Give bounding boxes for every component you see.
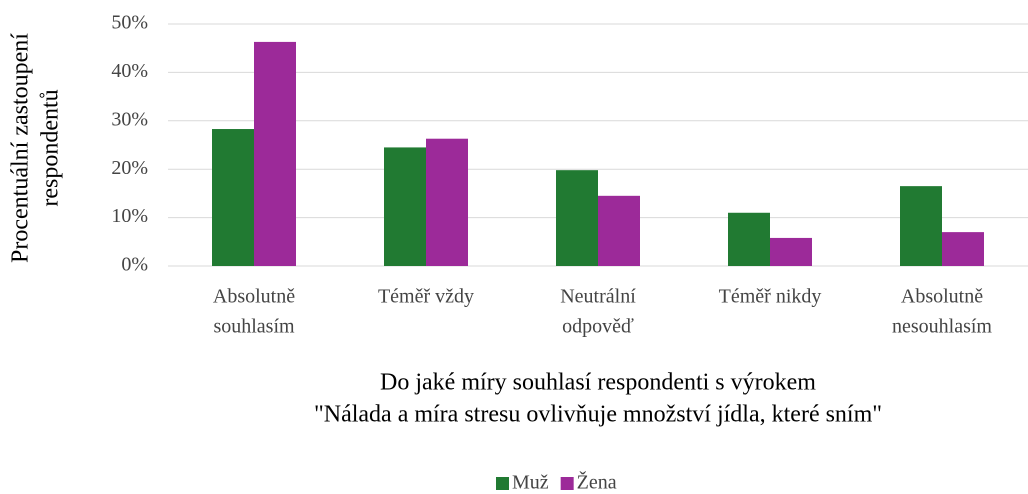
x-tick-label: Absolutně [213,286,295,308]
x-tick-label: odpověď [562,316,634,338]
x-tick-label: Téměř nikdy [719,286,822,308]
x-tick-label: Téměř vždy [378,286,474,308]
x-tick-label: Neutrální [560,286,636,308]
legend-label: Žena [577,471,617,494]
legend-swatch [496,477,509,490]
y-tick-label: 50% [111,12,148,34]
y-tick-label: 0% [121,254,148,276]
y-axis-title: respondentů [38,89,64,206]
bar [598,195,640,266]
bar [728,212,770,266]
x-tick-label: nesouhlasím [892,316,992,338]
bar [254,41,296,266]
bar [426,138,468,266]
bar [942,232,984,266]
y-tick-label: 40% [111,60,148,82]
x-tick-label: Absolutně [901,286,983,308]
bar [770,237,812,266]
y-tick-label: 10% [111,205,148,227]
bar [900,186,942,266]
x-axis-title: Do jaké míry souhlasí respondenti s výro… [380,370,816,396]
y-tick-label: 20% [111,157,148,179]
legend-swatch [560,477,574,490]
bar [556,170,598,266]
legend-label: Muž [512,472,549,494]
bar [212,129,254,266]
y-tick-label: 30% [111,108,148,130]
bar [384,147,426,266]
x-axis-title: "Nálada a míra stresu ovlivňuje množství… [314,402,882,428]
x-tick-label: souhlasím [213,316,295,338]
y-axis-title: Procentuální zastoupení [8,33,34,263]
